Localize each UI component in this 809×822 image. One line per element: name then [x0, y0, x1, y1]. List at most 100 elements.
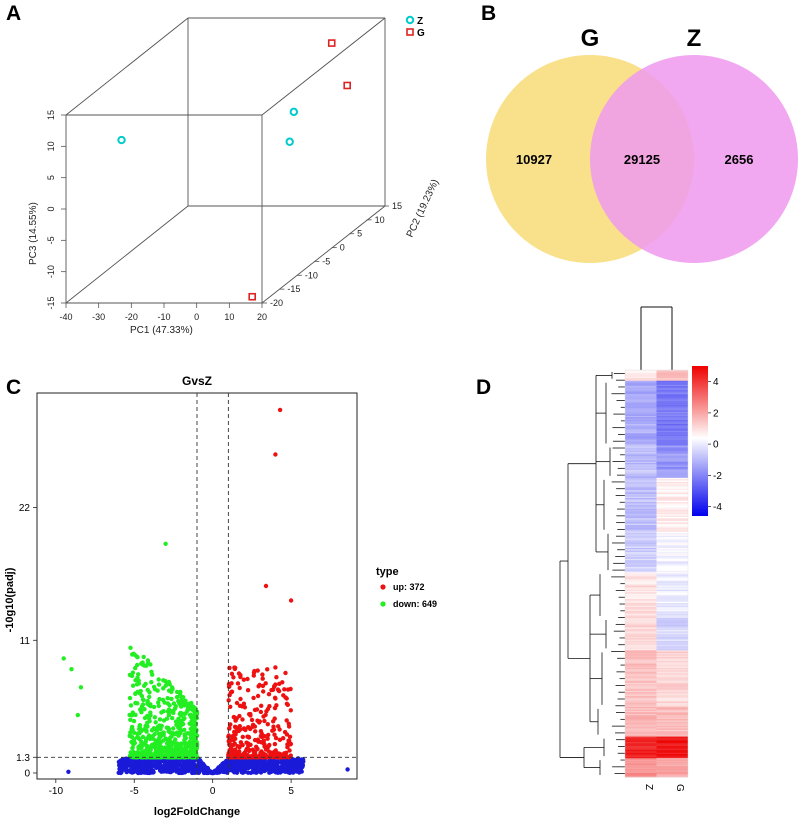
heatmap-cell-g: [656, 405, 688, 407]
heatmap-cell-g: [656, 577, 688, 580]
heatmap-cell-z: [625, 599, 657, 601]
heatmap-cell-z: [625, 496, 657, 499]
volcano-point-ns: [211, 770, 216, 775]
heatmap-cell-z: [625, 628, 657, 631]
heatmap-cell-z: [625, 764, 657, 767]
volcano-point-up: [250, 722, 256, 727]
heatmap-cell-z: [625, 465, 657, 468]
volcano-point-up: [286, 742, 291, 747]
heatmap-cell-g: [656, 675, 688, 678]
heatmap-cell-z: [625, 537, 657, 539]
heatmap-cell-z: [625, 752, 657, 755]
volcano-point-down: [151, 752, 156, 757]
heatmap-cell-z: [625, 724, 657, 727]
heatmap-cell-z: [625, 372, 657, 375]
volcano-point-up: [266, 732, 271, 738]
volcano-point-ns: [147, 766, 153, 772]
heatmap-cell-z: [625, 479, 657, 481]
heatmap-cell-g: [656, 570, 688, 573]
heatmap-cell-z: [625, 371, 657, 374]
heatmap-cell-z: [625, 422, 657, 425]
volcano-point-ns: [220, 769, 226, 774]
volcano-point-up: [262, 718, 267, 724]
heatmap-cell-z: [625, 534, 657, 537]
heatmap-cell-z: [625, 727, 657, 729]
pca-point-g: [327, 39, 336, 47]
heatmap-cell-z: [625, 506, 657, 508]
heatmap-cell-g: [656, 697, 688, 700]
heatmap-cell-g: [656, 539, 688, 542]
volcano-point-down: [157, 696, 162, 702]
volcano-point-down: [138, 746, 144, 751]
heatmap-cell-g: [656, 628, 688, 631]
heatmap-cell-z: [625, 576, 657, 578]
heatmap-cell-g: [656, 721, 688, 724]
heatmap-cell-g: [656, 684, 688, 686]
heatmap-cell-g: [656, 715, 688, 717]
heatmap-cell-g: [656, 574, 688, 577]
volcano-point-up: [261, 738, 266, 743]
volcano-point-down: [178, 712, 183, 717]
legend-g-marker: [406, 28, 414, 36]
heatmap-cell-z: [625, 450, 657, 453]
volcano-point-down: [132, 740, 138, 746]
heatmap-cell-g: [656, 511, 688, 514]
heatmap-cell-z: [625, 382, 657, 384]
volcano-point-up: [265, 755, 270, 760]
volcano-point-up: [252, 737, 258, 743]
volcano-point-up: [244, 755, 249, 760]
heatmap-cell-g: [656, 396, 688, 399]
volcano-point-up: [261, 689, 266, 694]
volcano-point-ns: [252, 769, 257, 774]
heatmap-cell-g: [656, 475, 688, 477]
volcano-point-up: [262, 743, 267, 748]
volcano-point-down: [151, 726, 156, 731]
heatmap-cell-z: [625, 669, 657, 671]
heatmap-cell-z: [625, 448, 657, 450]
volcano-point-up: [273, 452, 278, 457]
heatmap-cell-g: [656, 560, 688, 562]
volcano-point-up: [238, 740, 244, 745]
row-dendrogram: [559, 372, 625, 775]
heatmap-cell-g: [656, 429, 688, 432]
volcano-point-down: [137, 726, 143, 731]
heatmap-cell-g: [656, 624, 688, 627]
heatmap-cell-z: [625, 673, 657, 675]
heatmap-cell-z: [625, 704, 657, 706]
heatmap-cell-g: [656, 717, 688, 720]
heatmap-cell-g: [656, 760, 688, 763]
volcano-point-down: [188, 742, 193, 748]
heatmap-cell-z: [625, 452, 657, 454]
heatmap-cell-g: [656, 515, 688, 518]
colorbar: [692, 366, 708, 516]
heatmap-cell-z: [625, 502, 657, 504]
heatmap-cell-g: [656, 535, 688, 538]
heatmap-cell-g: [656, 458, 688, 461]
heatmap-cell-z: [625, 743, 657, 746]
heatmap-cell-z: [625, 515, 657, 518]
heatmap-cell-z: [625, 638, 657, 640]
volcano-point-up: [277, 407, 283, 413]
heatmap-cell-g: [656, 667, 688, 670]
heatmap-cell-g: [656, 593, 688, 596]
heatmap-cell-z: [625, 568, 657, 570]
heatmap-cell-g: [656, 705, 688, 708]
heatmap-cell-z: [625, 746, 657, 748]
volcano-point-down: [137, 754, 142, 759]
pca-plot: -40 -30 -20 -10 0 10 20 -15 -10 -5 0 5 10 15 -20 -15 -10…: [28, 15, 441, 336]
heatmap-cell-z: [625, 623, 657, 626]
heatmap-cell-g: [656, 484, 688, 487]
heatmap-cell-g: [656, 586, 688, 589]
volcano-point-up: [265, 736, 270, 741]
heatmap-cell-z: [625, 485, 657, 488]
volcano-point-down: [174, 754, 179, 759]
volcano-point-up: [232, 741, 237, 746]
heatmap-cell-g: [656, 737, 688, 740]
heatmap-cell-g: [656, 403, 688, 406]
volcano-point-ns: [271, 760, 276, 765]
volcano-point-down: [156, 677, 161, 682]
heatmap-cell-z: [625, 392, 657, 395]
volcano-point-down: [147, 694, 152, 700]
volcano-point-down: [78, 685, 84, 690]
heatmap-cell-z: [625, 500, 657, 503]
